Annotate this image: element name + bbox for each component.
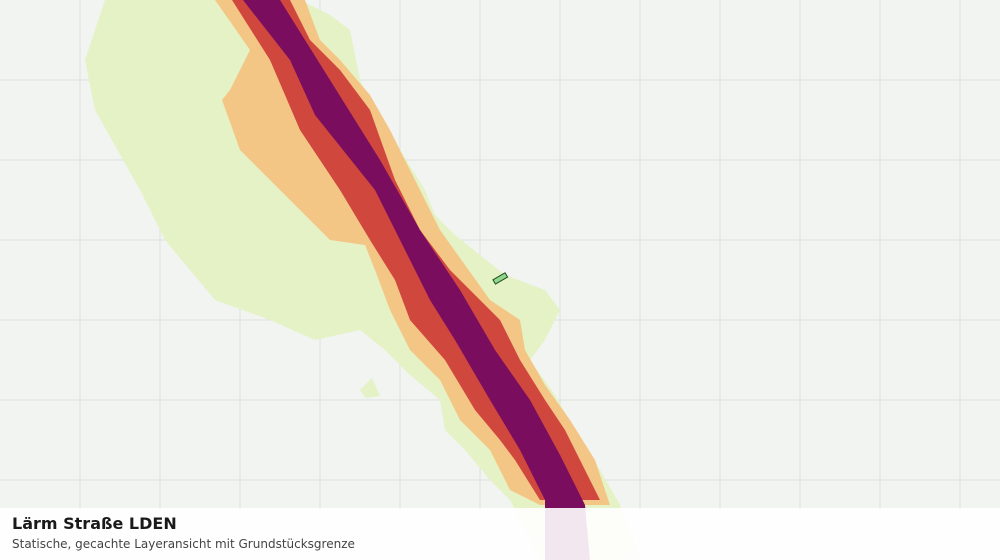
layer-subtitle: Statische, gecachte Layeransicht mit Gru… xyxy=(12,537,355,551)
parcel-marker[interactable] xyxy=(492,272,509,285)
layer-title: Lärm Straße LDEN xyxy=(12,514,177,533)
noise-zone-low xyxy=(360,378,380,398)
noise-zone-very-high xyxy=(243,0,590,560)
legend-footer: Lärm Straße LDEN Statische, gecachte Lay… xyxy=(0,508,1000,560)
